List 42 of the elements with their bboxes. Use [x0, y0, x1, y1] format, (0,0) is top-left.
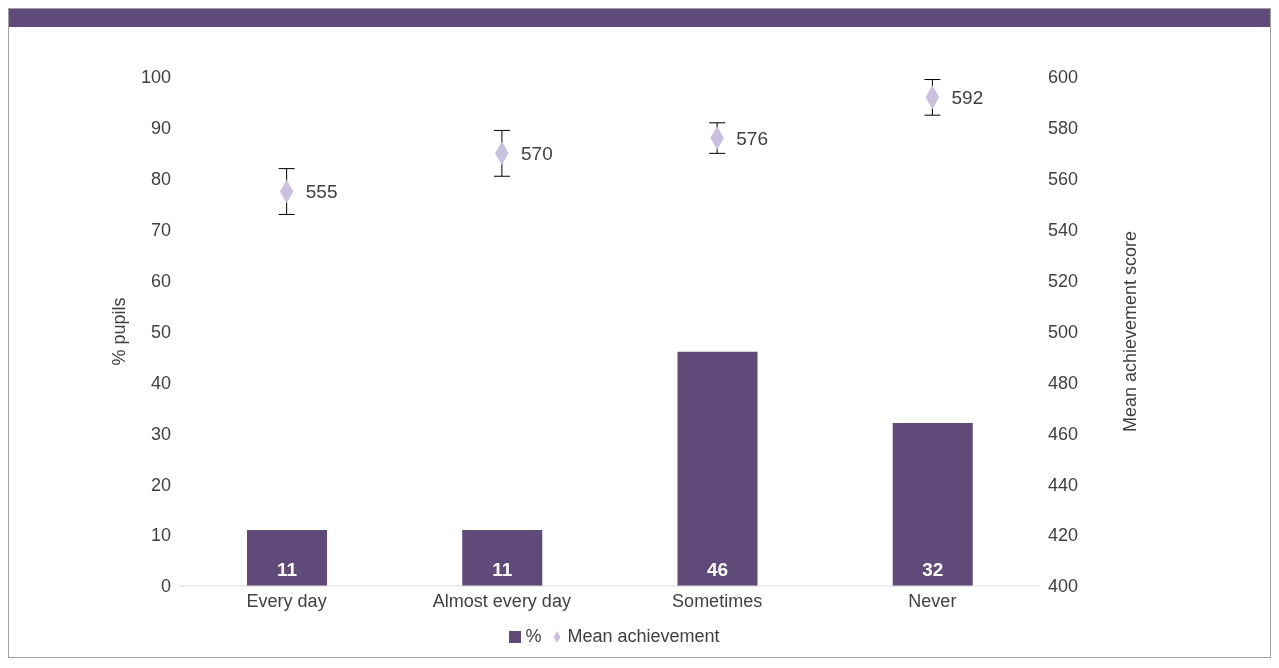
y-tick-label: 40	[150, 372, 171, 393]
y2-tick-label: 440	[1048, 474, 1079, 495]
legend-label: %	[525, 626, 542, 646]
bar	[892, 423, 973, 586]
y2-tick-label: 420	[1048, 525, 1079, 546]
data-label: 11	[492, 559, 513, 580]
x-tick-label: Sometimes	[672, 590, 763, 611]
data-label: 592	[951, 87, 984, 109]
data-label: 570	[521, 143, 553, 165]
y2-tick-label: 460	[1048, 423, 1079, 444]
bar	[677, 351, 758, 586]
bar	[247, 530, 327, 586]
data-label: 555	[305, 181, 338, 203]
y2-tick-label: 520	[1048, 270, 1079, 291]
data-label: 11	[276, 559, 298, 580]
y2-tick-label: 600	[1048, 67, 1079, 88]
y-tick-label: 0	[160, 576, 171, 597]
y-tick-label: 60	[150, 270, 171, 291]
legend-label: Mean achievement	[567, 626, 720, 646]
y2-axis-title: Mean achievement score	[1120, 230, 1141, 433]
data-label: 32	[922, 559, 944, 580]
x-tick-label: Every day	[246, 590, 327, 611]
y2-tick-label: 400	[1048, 576, 1079, 597]
data-label: 576	[736, 127, 768, 149]
y-tick-label: 50	[150, 321, 171, 342]
y2-tick-label: 500	[1048, 321, 1079, 342]
x-tick-label: Never	[908, 590, 957, 611]
y-tick-label: 90	[150, 118, 171, 139]
y-tick-label: 70	[150, 220, 171, 241]
y-tick-label: 20	[150, 474, 171, 495]
data-label: 46	[706, 559, 729, 580]
y-tick-label: 100	[140, 67, 171, 88]
y2-tick-label: 560	[1048, 169, 1079, 190]
x-tick-label: Almost every day	[432, 590, 571, 611]
y2-tick-label: 480	[1048, 372, 1079, 393]
y2-tick-label: 580	[1048, 118, 1079, 139]
bar	[462, 530, 543, 586]
y-tick-label: 10	[150, 525, 171, 546]
y-tick-label: 30	[150, 423, 171, 444]
y-axis-title: % pupils	[109, 297, 130, 366]
y2-tick-label: 540	[1048, 220, 1079, 241]
y-tick-label: 80	[150, 169, 171, 190]
